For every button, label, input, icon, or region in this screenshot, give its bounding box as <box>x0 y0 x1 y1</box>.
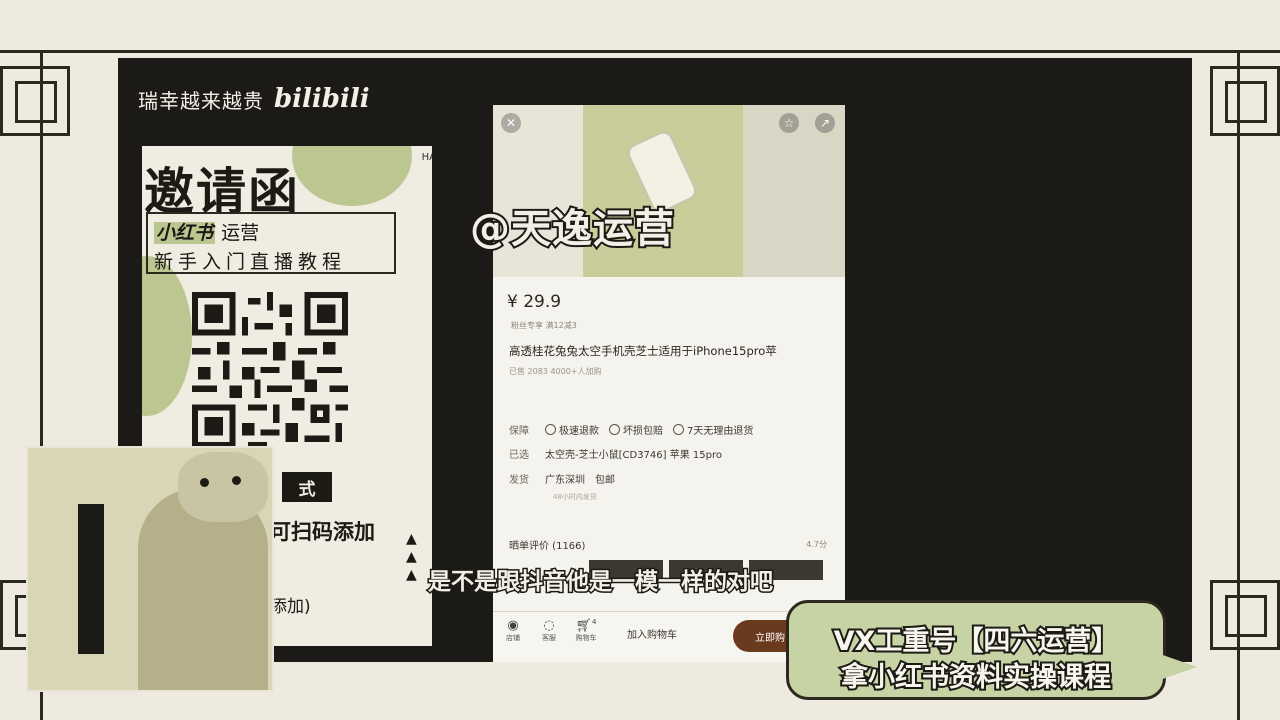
poster-title: 邀请函 <box>144 163 300 221</box>
share-icon[interactable]: ↗ <box>815 113 835 133</box>
promo-banner: VX工重号【四六运营】 拿小红书资料实操课程 <box>786 600 1197 700</box>
selected-value: 太空壳-芝士小鼠[CD3746] 苹果 15pro <box>545 450 722 461</box>
poster-way-label: 式 <box>282 472 332 502</box>
mascot-head <box>178 452 268 522</box>
ship-label: 发货 <box>509 475 529 486</box>
watermark-text: @天逸运营 <box>468 204 676 254</box>
frame-left-line <box>40 50 43 720</box>
poster-corner-text: HA <box>421 152 432 163</box>
channel-text: 瑞幸越来越贵 <box>138 88 264 113</box>
coupon-text[interactable]: 粉丝专享 满12减3 <box>511 321 577 330</box>
service-button[interactable]: ◌ 客服 <box>535 618 563 643</box>
selected-label: 已选 <box>509 450 529 461</box>
guarantee-item: 极速退款 <box>545 422 599 437</box>
ship-from: 广东深圳 <box>545 475 585 486</box>
reviews-header[interactable]: 晒单评价 (1166) <box>509 541 586 552</box>
selected-variant-row[interactable]: 已选 太空壳-芝士小鼠[CD3746] 苹果 15pro <box>509 446 722 461</box>
frame-corner-ornament-bottom-right <box>1210 580 1280 650</box>
guarantee-item: 7天无理由退货 <box>673 422 753 437</box>
promo-banner-line1: VX工重号【四六运营】 <box>832 624 1121 659</box>
guarantee-label: 保障 <box>509 426 529 437</box>
qr-code-icon[interactable] <box>192 292 348 448</box>
chat-icon: ◌ <box>543 618 555 633</box>
guarantee-row[interactable]: 保障 极速退款 坏损包赔 7天无理由退货 <box>509 422 753 437</box>
add-to-cart-button[interactable]: 加入购物车 <box>627 630 677 641</box>
product-title: 高透桂花兔兔太空手机壳芝士适用于iPhone15pro苹 <box>509 344 777 358</box>
video-header: 瑞幸越来越贵 bilibili <box>138 84 370 114</box>
frame-right-line <box>1237 50 1240 720</box>
cart-button[interactable]: 🛒︎4 购物车 <box>569 618 603 643</box>
frame-corner-ornament-right <box>1210 66 1280 136</box>
store-button[interactable]: ◉ 店铺 <box>499 618 527 643</box>
product-image[interactable]: ✕ ☆ ↗ <box>493 105 845 277</box>
cart-badge: 4 <box>592 618 597 626</box>
poster-subtitle-line2: 新手入门直播教程 <box>154 251 347 273</box>
poster-subtitle-box: 小红书 运营 新手入门直播教程 <box>146 212 396 274</box>
star-icon[interactable]: ☆ <box>779 113 799 133</box>
camera-overlay <box>26 446 274 692</box>
rating-score: 4.7分 <box>806 540 827 549</box>
poster-add-text: 添加) <box>270 597 311 617</box>
video-subtitle: 是不是跟抖音他是一模一样的对吧 <box>427 568 775 597</box>
frame-corner-ornament-left <box>0 66 70 136</box>
product-price: ¥ 29.9 <box>507 292 562 312</box>
ship-note: 48小时内发货 <box>553 493 597 501</box>
poster-subtitle-rest: 运营 <box>221 222 260 244</box>
poster-arrow-icons: ▲ ▲ ▲ <box>406 531 417 583</box>
poster-decor-blob <box>292 146 412 206</box>
sold-count: 已售 2083 4000+人加购 <box>509 367 602 376</box>
ship-free: 包邮 <box>595 475 615 486</box>
frame-top-line <box>0 50 1280 53</box>
bilibili-logo: bilibili <box>274 84 370 114</box>
poster-scan-text: 可扫码添加 <box>270 520 375 544</box>
poster-decor-blob <box>142 256 192 416</box>
guarantee-item: 坏损包赔 <box>609 422 663 437</box>
poster-subtitle-highlight: 小红书 <box>154 222 216 244</box>
close-icon[interactable]: ✕ <box>501 113 521 133</box>
store-icon: ◉ <box>507 618 519 633</box>
shipping-row[interactable]: 发货 广东深圳 包邮 <box>509 471 615 486</box>
promo-banner-line2: 拿小红书资料实操课程 <box>839 660 1113 695</box>
review-thumbnails[interactable] <box>589 560 823 580</box>
cart-icon: 🛒︎4 <box>575 618 597 634</box>
